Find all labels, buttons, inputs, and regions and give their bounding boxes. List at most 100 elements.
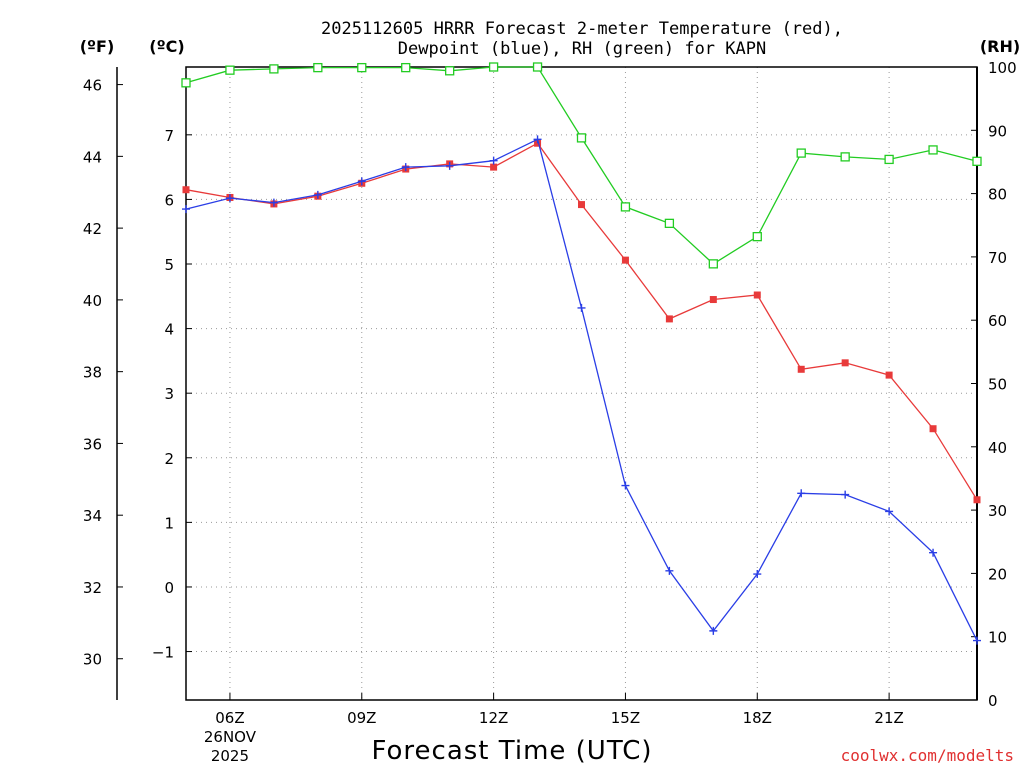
x-tick-year-label: 2025 [211,747,249,765]
dewpoint-point [929,548,938,557]
rh-point [181,78,191,88]
rh-point [752,231,762,242]
rh-point [401,62,411,73]
x-tick-label: 09Z [347,709,376,727]
temperature-point [797,365,805,373]
fahrenheit-tick-label: 34 [83,507,102,525]
axes-layer: 303234363840424446−101234567010203040506… [83,59,1017,765]
rh-point [796,148,806,158]
rh-tick-label: 10 [988,629,1007,647]
temperature-point [885,371,893,379]
rh-point [269,64,279,74]
dewpoint-point [357,177,366,186]
rh-point [884,154,894,165]
dewpoint-point [182,205,190,214]
plot-frame [185,66,978,701]
dewpoint-point [489,156,498,165]
dewpoint-point [709,626,718,635]
rh-unit-label: (RH) [980,37,1020,56]
celsius-tick-label: 2 [164,450,174,468]
fahrenheit-tick-label: 46 [83,77,102,95]
dewpoint-point [797,489,806,498]
rh-point [664,218,675,229]
dewpoint-point [973,636,981,645]
rh-tick-label: 30 [988,502,1007,520]
fahrenheit-tick-label: 44 [83,148,102,166]
rh-tick-label: 90 [988,122,1007,140]
dewpoint-point [445,161,454,170]
dewpoint-point [313,190,322,199]
temperature-point [578,201,585,209]
fahrenheit-tick-label: 32 [83,579,102,597]
dewpoint-point [401,163,410,172]
celsius-unit-label: (ºC) [149,37,184,56]
dewpoint-point [841,490,850,499]
dewpoint-point [885,507,894,516]
x-tick-date-label: 26NOV [204,728,257,746]
rh-tick-label: 100 [988,59,1017,77]
fahrenheit-tick-label: 30 [83,651,102,669]
temperature-point [665,315,673,323]
credit-text[interactable]: coolwx.com/modelts [841,746,1014,765]
dewpoint-point [621,481,630,490]
temperature-point [490,163,498,171]
x-tick-label: 06Z [215,709,244,727]
rh-tick-label: 80 [988,186,1007,204]
dewpoint-point [753,570,762,579]
celsius-tick-label: 6 [164,191,174,209]
rh-point [445,66,455,76]
rh-point [708,259,718,269]
x-tick-label: 21Z [874,709,903,727]
rh-point [576,133,587,143]
rh-point [532,62,543,72]
rh-tick-label: 40 [988,439,1007,457]
temperature-point [709,296,717,304]
rh-tick-label: 60 [988,312,1007,330]
rh-point [840,152,850,162]
temperature-point [182,186,190,194]
temperature-point [621,256,629,264]
celsius-tick-label: 4 [164,321,174,339]
dewpoint-point [665,566,674,575]
rh-point [972,156,982,166]
rh-tick-label: 20 [988,565,1007,583]
celsius-tick-label: 3 [164,385,174,403]
dewpoint-point [225,194,234,203]
x-axis-title: Forecast Time (UTC) [371,736,652,766]
fahrenheit-tick-label: 42 [83,220,102,238]
grid-layer [186,67,977,700]
rh-point [488,62,499,72]
x-tick-label: 12Z [479,709,508,727]
dewpoint-line [185,138,978,641]
rh-point [225,65,235,75]
rh-point [313,62,323,73]
rh-tick-label: 50 [988,376,1007,394]
dewpoint-point [269,198,278,207]
rh-line [185,66,978,265]
rh-tick-label: 0 [988,692,998,710]
x-tick-label: 15Z [611,709,640,727]
fahrenheit-tick-label: 36 [83,435,102,453]
celsius-tick-label: 7 [164,127,174,145]
rh-point [357,62,367,73]
series-layer [181,62,982,645]
fahrenheit-tick-label: 40 [83,292,102,310]
temperature-point [841,359,849,367]
celsius-tick-label: 0 [164,579,174,597]
dewpoint-point [533,135,542,144]
chart-title-line2: Dewpoint (blue), RH (green) for KAPN [398,39,766,59]
x-tick-label: 18Z [743,709,772,727]
celsius-tick-label: 1 [164,514,174,532]
chart-title-line1: 2025112605 HRRR Forecast 2-meter Tempera… [321,19,843,39]
temperature-point [753,291,761,299]
fahrenheit-unit-label: (ºF) [80,37,115,56]
celsius-tick-label: 5 [164,256,174,274]
rh-point [620,202,631,212]
temperature-point [929,425,937,433]
temperature-point [973,496,981,504]
fahrenheit-tick-label: 38 [83,364,102,382]
dewpoint-point [577,303,586,312]
rh-point [928,145,938,155]
rh-tick-label: 70 [988,249,1007,267]
